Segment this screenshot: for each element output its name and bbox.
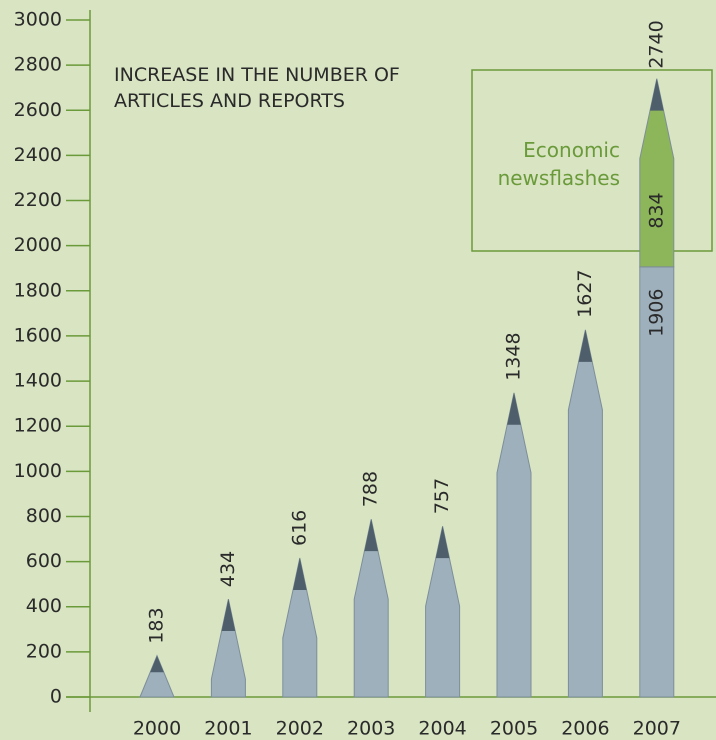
y-tick-label: 0 [50,686,62,708]
value-label: 788 [360,471,382,507]
x-tick-label: 2007 [633,718,681,740]
y-tick-label: 2800 [14,54,62,76]
pencil-lead [364,519,378,552]
pencil-bar [639,78,675,268]
pencil-bar [282,557,318,698]
pencil-bar [567,329,603,698]
x-tick-label: 2000 [133,718,181,740]
pencil-lead [435,526,450,559]
chart-title: INCREASE IN THE NUMBER OF ARTICLES AND R… [114,64,400,112]
y-tick-label: 3000 [14,9,62,31]
value-label: 183 [146,607,168,643]
y-tick-label: 200 [26,640,62,662]
highlight-box [471,69,713,252]
pencil-bar [496,392,532,698]
value-label: 757 [431,478,453,514]
pencil-bar [353,519,389,698]
y-tick-label: 1400 [14,370,62,392]
x-tick-label: 2006 [561,718,609,740]
pencil-lead [221,599,236,632]
pencil-lead [578,329,593,362]
total-label: 2740 [645,20,667,68]
segment-label: 834 [645,192,667,228]
pencil-lead [293,557,307,590]
value-label: 1627 [574,269,596,317]
value-label: 434 [217,551,239,587]
y-tick-label: 2000 [14,234,62,256]
value-label: 1348 [503,332,525,380]
pencil-bar [425,526,461,698]
x-tick-label: 2005 [490,718,538,740]
y-tick-label: 600 [26,550,62,572]
pencil-lead [150,655,164,673]
segment-label: 1906 [645,289,667,337]
value-label: 616 [288,510,310,546]
pencil-lead [650,78,664,111]
y-tick-label: 1200 [14,415,62,437]
y-tick-label: 400 [26,595,62,617]
y-tick-label: 1600 [14,324,62,346]
x-tick-label: 2001 [204,718,252,740]
y-tick-label: 1000 [14,460,62,482]
y-tick-label: 800 [26,505,62,527]
x-tick-label: 2003 [347,718,395,740]
pencil-bar [139,654,175,698]
y-tick-label: 1800 [14,279,62,301]
pencil-bar [210,598,246,698]
x-tick-label: 2002 [276,718,324,740]
y-tick-label: 2400 [14,144,62,166]
y-tick-label: 2200 [14,189,62,211]
y-tick-label: 2600 [14,99,62,121]
x-tick-label: 2004 [418,718,466,740]
pencil-lead [507,392,521,425]
legend-entry: Economic newsflashes [497,138,620,190]
